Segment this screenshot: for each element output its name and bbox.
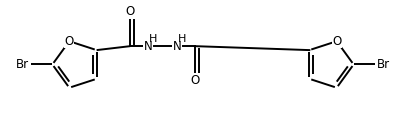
Text: H: H bbox=[177, 34, 186, 44]
Text: H: H bbox=[148, 34, 156, 44]
Text: N: N bbox=[173, 40, 181, 53]
Text: Br: Br bbox=[15, 58, 29, 71]
Text: O: O bbox=[331, 35, 341, 48]
Text: Br: Br bbox=[376, 58, 390, 71]
Text: N: N bbox=[143, 40, 152, 53]
Text: O: O bbox=[190, 74, 199, 87]
Text: O: O bbox=[125, 5, 134, 18]
Text: O: O bbox=[64, 35, 74, 48]
